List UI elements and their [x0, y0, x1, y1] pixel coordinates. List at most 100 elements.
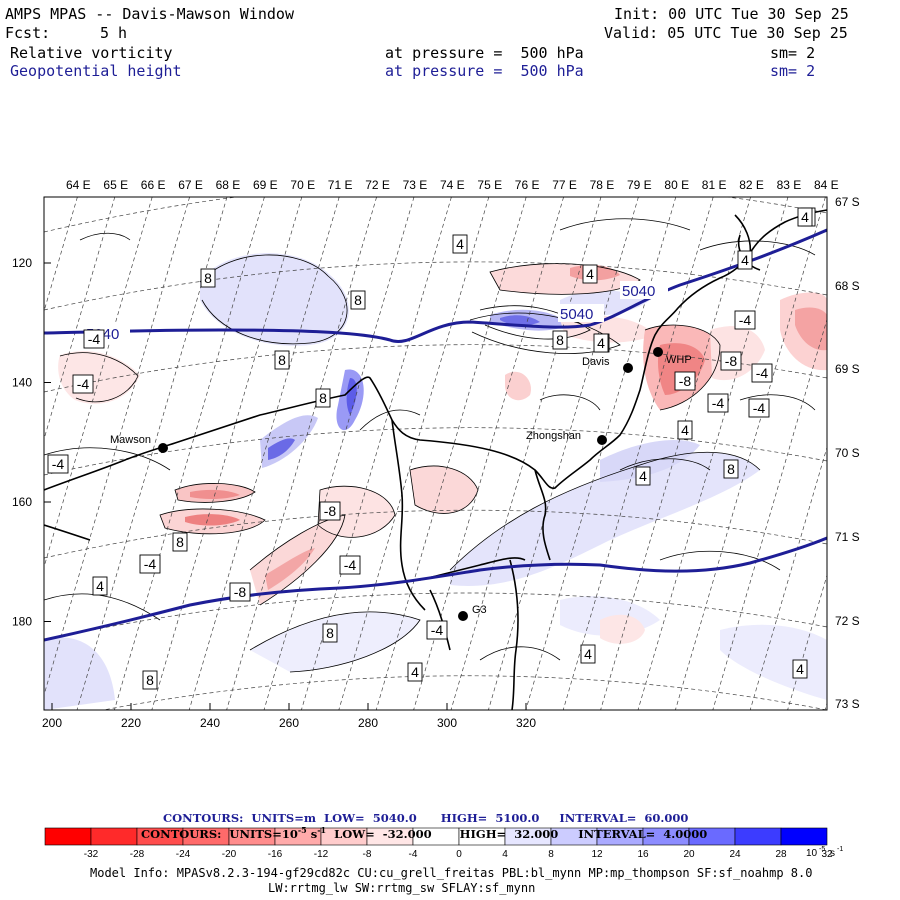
vorticity-label: -4 [431, 622, 444, 638]
longitude-label: 64 E [66, 178, 91, 192]
longitude-label: 80 E [664, 178, 689, 192]
x-axis-ticks: 200 220 240 260 280 300 320 [42, 703, 536, 730]
vorticity-label: 8 [354, 292, 362, 308]
latitude-label: 73 S [835, 697, 860, 711]
colorbar-label: -24 [176, 849, 191, 860]
vorticity-label-box [200, 268, 216, 288]
colorbar-swatch [780, 827, 828, 846]
longitude-label: 68 E [216, 178, 241, 192]
colorbar-label: 32 [821, 849, 833, 860]
x-tick-label: 240 [200, 716, 220, 730]
station-label-mawson: Mawson [110, 434, 151, 446]
plot-title: AMPS MPAS -- Davis-Mawson Window [5, 5, 294, 23]
vorticity-labels: 4 4 4 8 8 8 8 4 4 -4 -8 -8 -4 -4 -4 -4 -4 8 4 -8 -4 -8 -4 -4 4 4 8… [47, 207, 816, 690]
latitude-label: 67 S [835, 195, 860, 209]
vorticity-label: -8 [324, 503, 337, 519]
vorticity-label: -4 [739, 312, 752, 328]
vorticity-label: -4 [52, 456, 65, 472]
x-tick-label: 200 [42, 716, 62, 730]
vorticity-label: 4 [801, 209, 809, 225]
longitude-label: 70 E [290, 178, 315, 192]
model-info-line1: Model Info: MPASv8.2.3-194-gf29cd82c CU:… [90, 866, 813, 880]
longitude-label: 78 E [590, 178, 615, 192]
meridian-line [338, 197, 490, 710]
meridian-line [413, 197, 564, 710]
vorticity-label: -8 [234, 584, 247, 600]
longitude-label: 76 E [515, 178, 540, 192]
vorticity-shading [44, 253, 827, 710]
vorticity-label-box [748, 398, 770, 418]
vorticity-label: 8 [326, 625, 334, 641]
colorbar-label: 28 [775, 849, 787, 860]
vorticity-label: 4 [586, 266, 594, 282]
station-marker-davis [623, 363, 633, 373]
longitude-label: 84 E [814, 178, 839, 192]
stations: Mawson Davis WHP Zhongshan G3 [110, 347, 692, 621]
vorticity-label-box [737, 250, 753, 270]
x-tick-label: 280 [358, 716, 378, 730]
colorbar-swatch [44, 827, 92, 846]
svg-text:10: 10 [806, 848, 818, 859]
vorticity-label: 8 [146, 672, 154, 688]
vorticity-label-box [319, 501, 341, 521]
plot-frame [43, 196, 828, 711]
forecast-label: Fcst: [5, 24, 51, 42]
vorticity-label: 4 [796, 661, 804, 677]
colorbar-label: 16 [637, 849, 649, 860]
longitude-label: 67 E [178, 178, 203, 192]
latitude-label: 69 S [835, 362, 860, 376]
vorticity-label-box [582, 264, 598, 284]
y-tick-label: 160 [12, 495, 32, 509]
colorbar-labels: -32 -28 -24 -20 -16 -12 -8 -4 0 4 8 12 16 20 24 28 32 [84, 849, 833, 860]
svg-text:-1: -1 [837, 846, 843, 853]
field2-level: at pressure = 500 hPa [385, 62, 584, 80]
meridian-line [226, 197, 377, 710]
longitude-label: 72 E [365, 178, 390, 192]
vorticity-label-box [350, 290, 366, 310]
vorticity-label-box [593, 333, 609, 353]
colorbar-label: 8 [548, 849, 554, 860]
meridian-line [450, 197, 602, 710]
colorbar [44, 827, 828, 846]
field1-name: Relative vorticity [10, 44, 173, 62]
vorticity-label-box [723, 459, 739, 479]
longitude-label: 81 E [702, 178, 727, 192]
vorticity-label-box [47, 454, 69, 474]
colorbar-label: 12 [591, 849, 603, 860]
longitude-labels: 64 E 65 E 66 E 67 E 68 E 69 E 70 E 71 E 72 E 73 E… [66, 178, 839, 192]
meridian-lines [44, 197, 827, 710]
meridian-line [562, 197, 714, 710]
meridian-line [749, 446, 827, 710]
x-tick-label: 220 [121, 716, 141, 730]
vorticity-label: -4 [77, 376, 90, 392]
vorticity-label: 4 [456, 236, 464, 252]
vorticity-label: 4 [681, 422, 689, 438]
vorticity-contour-info: CONTOURS: UNITS=10-5 s-1 LOW= -32.000 HI… [141, 825, 708, 841]
latitude-label: 72 S [835, 614, 860, 628]
vorticity-label-box [707, 393, 729, 413]
colorbar-label: -12 [314, 849, 329, 860]
vorticity-label-box [229, 582, 251, 602]
vorticity-label: -8 [725, 353, 738, 369]
vorticity-label-box [72, 374, 94, 394]
vorticity-label: 8 [278, 352, 286, 368]
vorticity-label: -4 [712, 395, 725, 411]
latitude-label: 70 S [835, 446, 860, 460]
station-label-whp: WHP [666, 354, 692, 366]
station-label-davis: Davis [582, 356, 610, 368]
longitude-label: 79 E [627, 178, 652, 192]
vorticity-label: 4 [597, 335, 605, 351]
latlon-grid [44, 197, 827, 710]
meridian-line [44, 197, 190, 697]
meridian-line [301, 197, 452, 710]
meridian-line [525, 197, 677, 710]
meridian-line [114, 197, 265, 710]
vorticity-label: 4 [96, 578, 104, 594]
vorticity-label: -8 [679, 373, 692, 389]
vorticity-label-box [426, 620, 448, 640]
x-tick-label: 260 [279, 716, 299, 730]
vorticity-label-box [92, 576, 108, 596]
vorticity-label-box [792, 659, 808, 679]
meridian-line [151, 197, 303, 710]
vorticity-label-box [315, 388, 331, 408]
